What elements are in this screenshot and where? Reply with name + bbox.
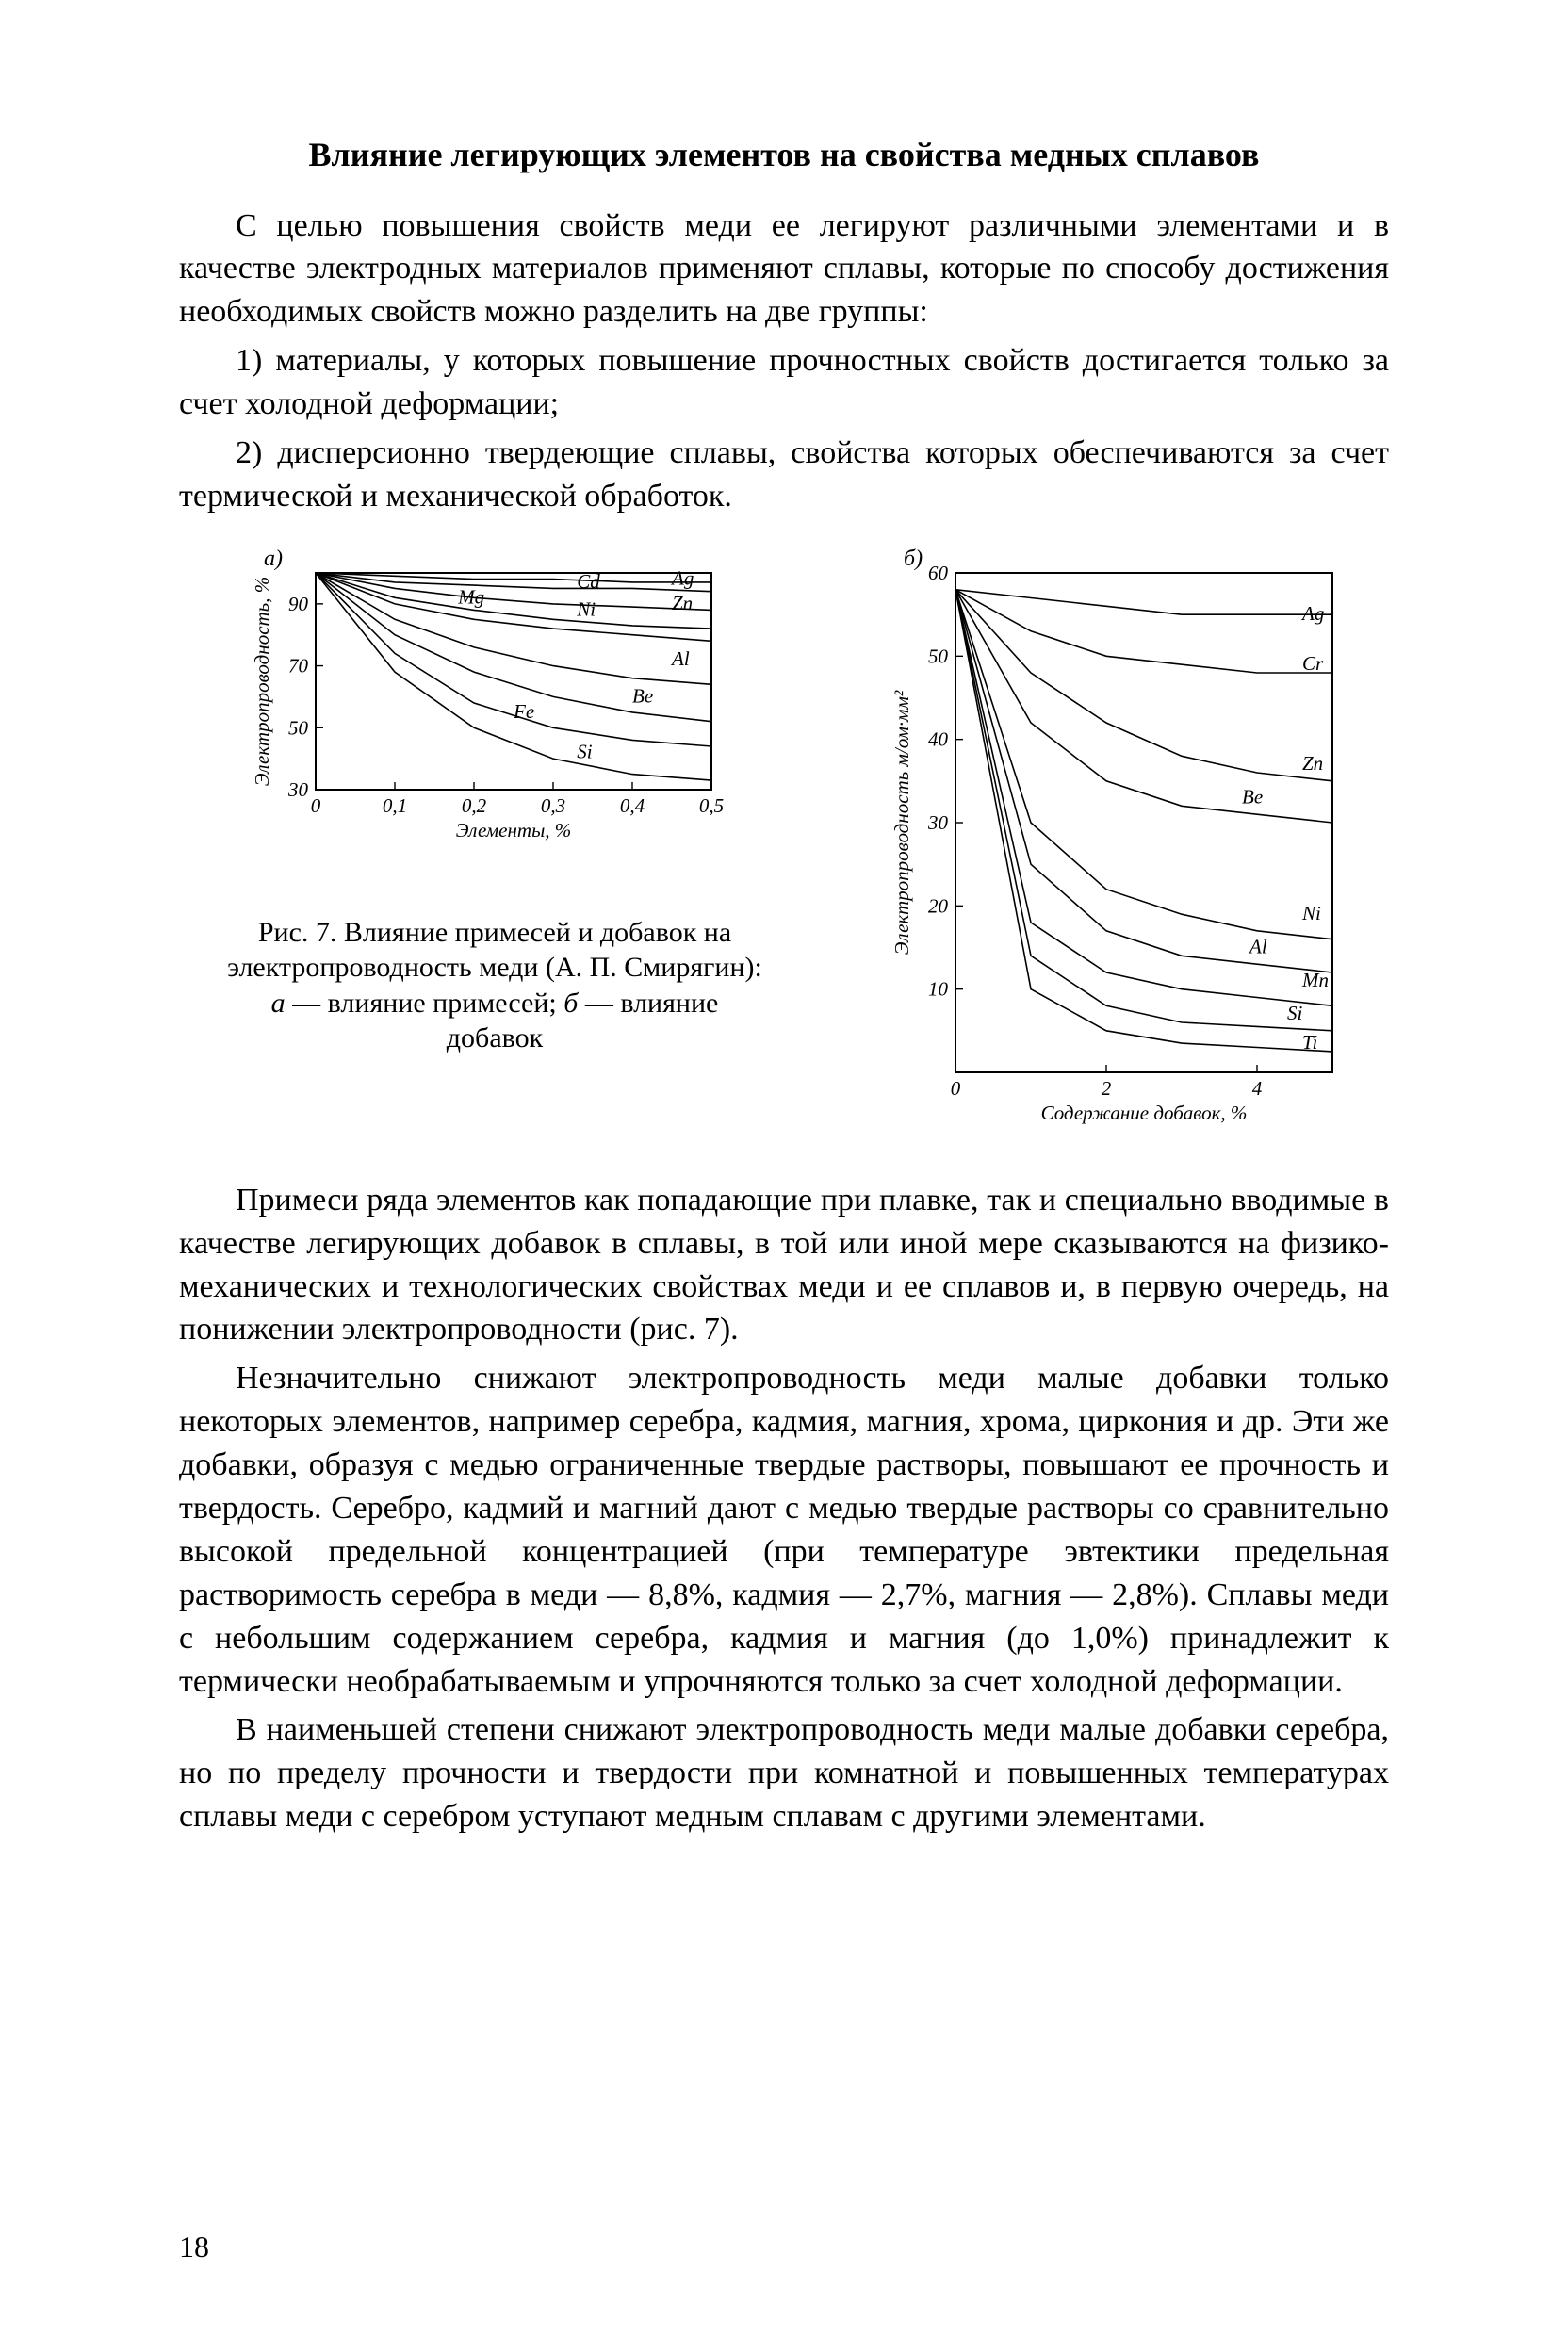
figure-caption: Рис. 7. Влияние примесей и добавок на эл…: [226, 915, 763, 1056]
svg-text:Mg: Mg: [457, 585, 484, 608]
svg-text:Be: Be: [1242, 785, 1263, 808]
svg-text:Zn: Zn: [1302, 752, 1323, 775]
svg-text:50: 50: [928, 645, 949, 667]
svg-text:0,1: 0,1: [383, 794, 407, 817]
svg-text:Be: Be: [632, 684, 653, 707]
svg-text:Si: Si: [577, 740, 593, 762]
svg-text:Элементы, %: Элементы, %: [456, 819, 572, 841]
svg-text:Mn: Mn: [1301, 969, 1329, 991]
svg-text:50: 50: [288, 716, 309, 739]
paragraph-4: Примеси ряда элементов как попадающие пр…: [179, 1179, 1389, 1352]
svg-text:Al: Al: [1248, 935, 1267, 957]
figure-right-column: 10 20 30 40 50 60 0 2 4 Ag Cr Zn Be Ni Al Mn Si Ti б) Содер…: [861, 545, 1389, 1160]
svg-text:4: 4: [1252, 1077, 1263, 1100]
svg-text:0: 0: [951, 1077, 961, 1100]
svg-text:0: 0: [311, 794, 321, 817]
svg-text:70: 70: [288, 654, 309, 677]
svg-text:0,3: 0,3: [541, 794, 565, 817]
chart-b: 10 20 30 40 50 60 0 2 4 Ag Cr Zn Be Ni Al Mn Si Ti б) Содер…: [861, 545, 1370, 1148]
svg-text:Cr: Cr: [1302, 652, 1324, 675]
paragraph-2: 1) материалы, у которых повышение прочно…: [179, 339, 1389, 426]
svg-text:Zn: Zn: [672, 592, 693, 614]
svg-text:Ag: Ag: [670, 566, 694, 589]
paragraph-1: С целью повышения свойств меди ее легиру…: [179, 204, 1389, 335]
svg-text:Si: Si: [1287, 1002, 1303, 1024]
svg-text:Электропроводность м/ом·мм²: Электропроводность м/ом·мм²: [890, 690, 913, 955]
paragraph-6: В наименьшей степени снижают электропров…: [179, 1708, 1389, 1838]
svg-text:Cd: Cd: [577, 570, 600, 593]
svg-text:20: 20: [928, 894, 949, 917]
svg-text:Электропроводность, %: Электропроводность, %: [251, 577, 273, 786]
svg-text:0,4: 0,4: [620, 794, 645, 817]
svg-text:90: 90: [288, 593, 309, 615]
caption-b-letter: б: [564, 988, 578, 1019]
svg-text:40: 40: [928, 727, 949, 750]
svg-text:30: 30: [287, 778, 309, 801]
svg-text:Ni: Ni: [576, 597, 596, 620]
figure-row: 30 50 70 90 0 0,1 0,2 0,3 0,4 0,5 Ag Cd Zn Ni Mg Al Be Fe…: [179, 545, 1389, 1160]
caption-line-1: Рис. 7. Влияние примесей и добавок на эл…: [227, 917, 762, 984]
figure-left-column: 30 50 70 90 0 0,1 0,2 0,3 0,4 0,5 Ag Cd Zn Ni Mg Al Be Fe…: [179, 545, 763, 1056]
caption-mid: — влияние примесей;: [286, 988, 564, 1019]
svg-text:Ni: Ni: [1301, 902, 1321, 924]
svg-text:0,5: 0,5: [699, 794, 724, 817]
chart-b-container: 10 20 30 40 50 60 0 2 4 Ag Cr Zn Be Ni Al Mn Si Ti б) Содер…: [861, 545, 1389, 1160]
paragraph-5: Незначительно снижают электропроводность…: [179, 1357, 1389, 1703]
svg-text:0,2: 0,2: [462, 794, 487, 817]
svg-text:Ti: Ti: [1302, 1031, 1318, 1054]
svg-text:Ag: Ag: [1300, 602, 1324, 625]
svg-text:Содержание добавок, %: Содержание добавок, %: [1041, 1102, 1248, 1124]
svg-text:а): а): [264, 547, 283, 571]
svg-text:2: 2: [1102, 1077, 1112, 1100]
svg-text:Al: Al: [670, 647, 690, 670]
svg-text:30: 30: [927, 811, 949, 834]
svg-text:10: 10: [928, 977, 949, 1000]
page-title: Влияние легирующих элементов на свойства…: [179, 132, 1389, 178]
svg-text:б): б): [904, 547, 923, 571]
caption-a-letter: а: [271, 988, 286, 1019]
chart-a-container: 30 50 70 90 0 0,1 0,2 0,3 0,4 0,5 Ag Cd Zn Ni Mg Al Be Fe…: [226, 545, 763, 877]
chart-a: 30 50 70 90 0 0,1 0,2 0,3 0,4 0,5 Ag Cd Zn Ni Mg Al Be Fe…: [226, 545, 754, 865]
svg-text:Fe: Fe: [513, 700, 534, 723]
svg-text:60: 60: [928, 562, 949, 584]
page-number: 18: [179, 2227, 209, 2267]
paragraph-3: 2) дисперсионно твердеющие сплавы, свойс…: [179, 432, 1389, 518]
